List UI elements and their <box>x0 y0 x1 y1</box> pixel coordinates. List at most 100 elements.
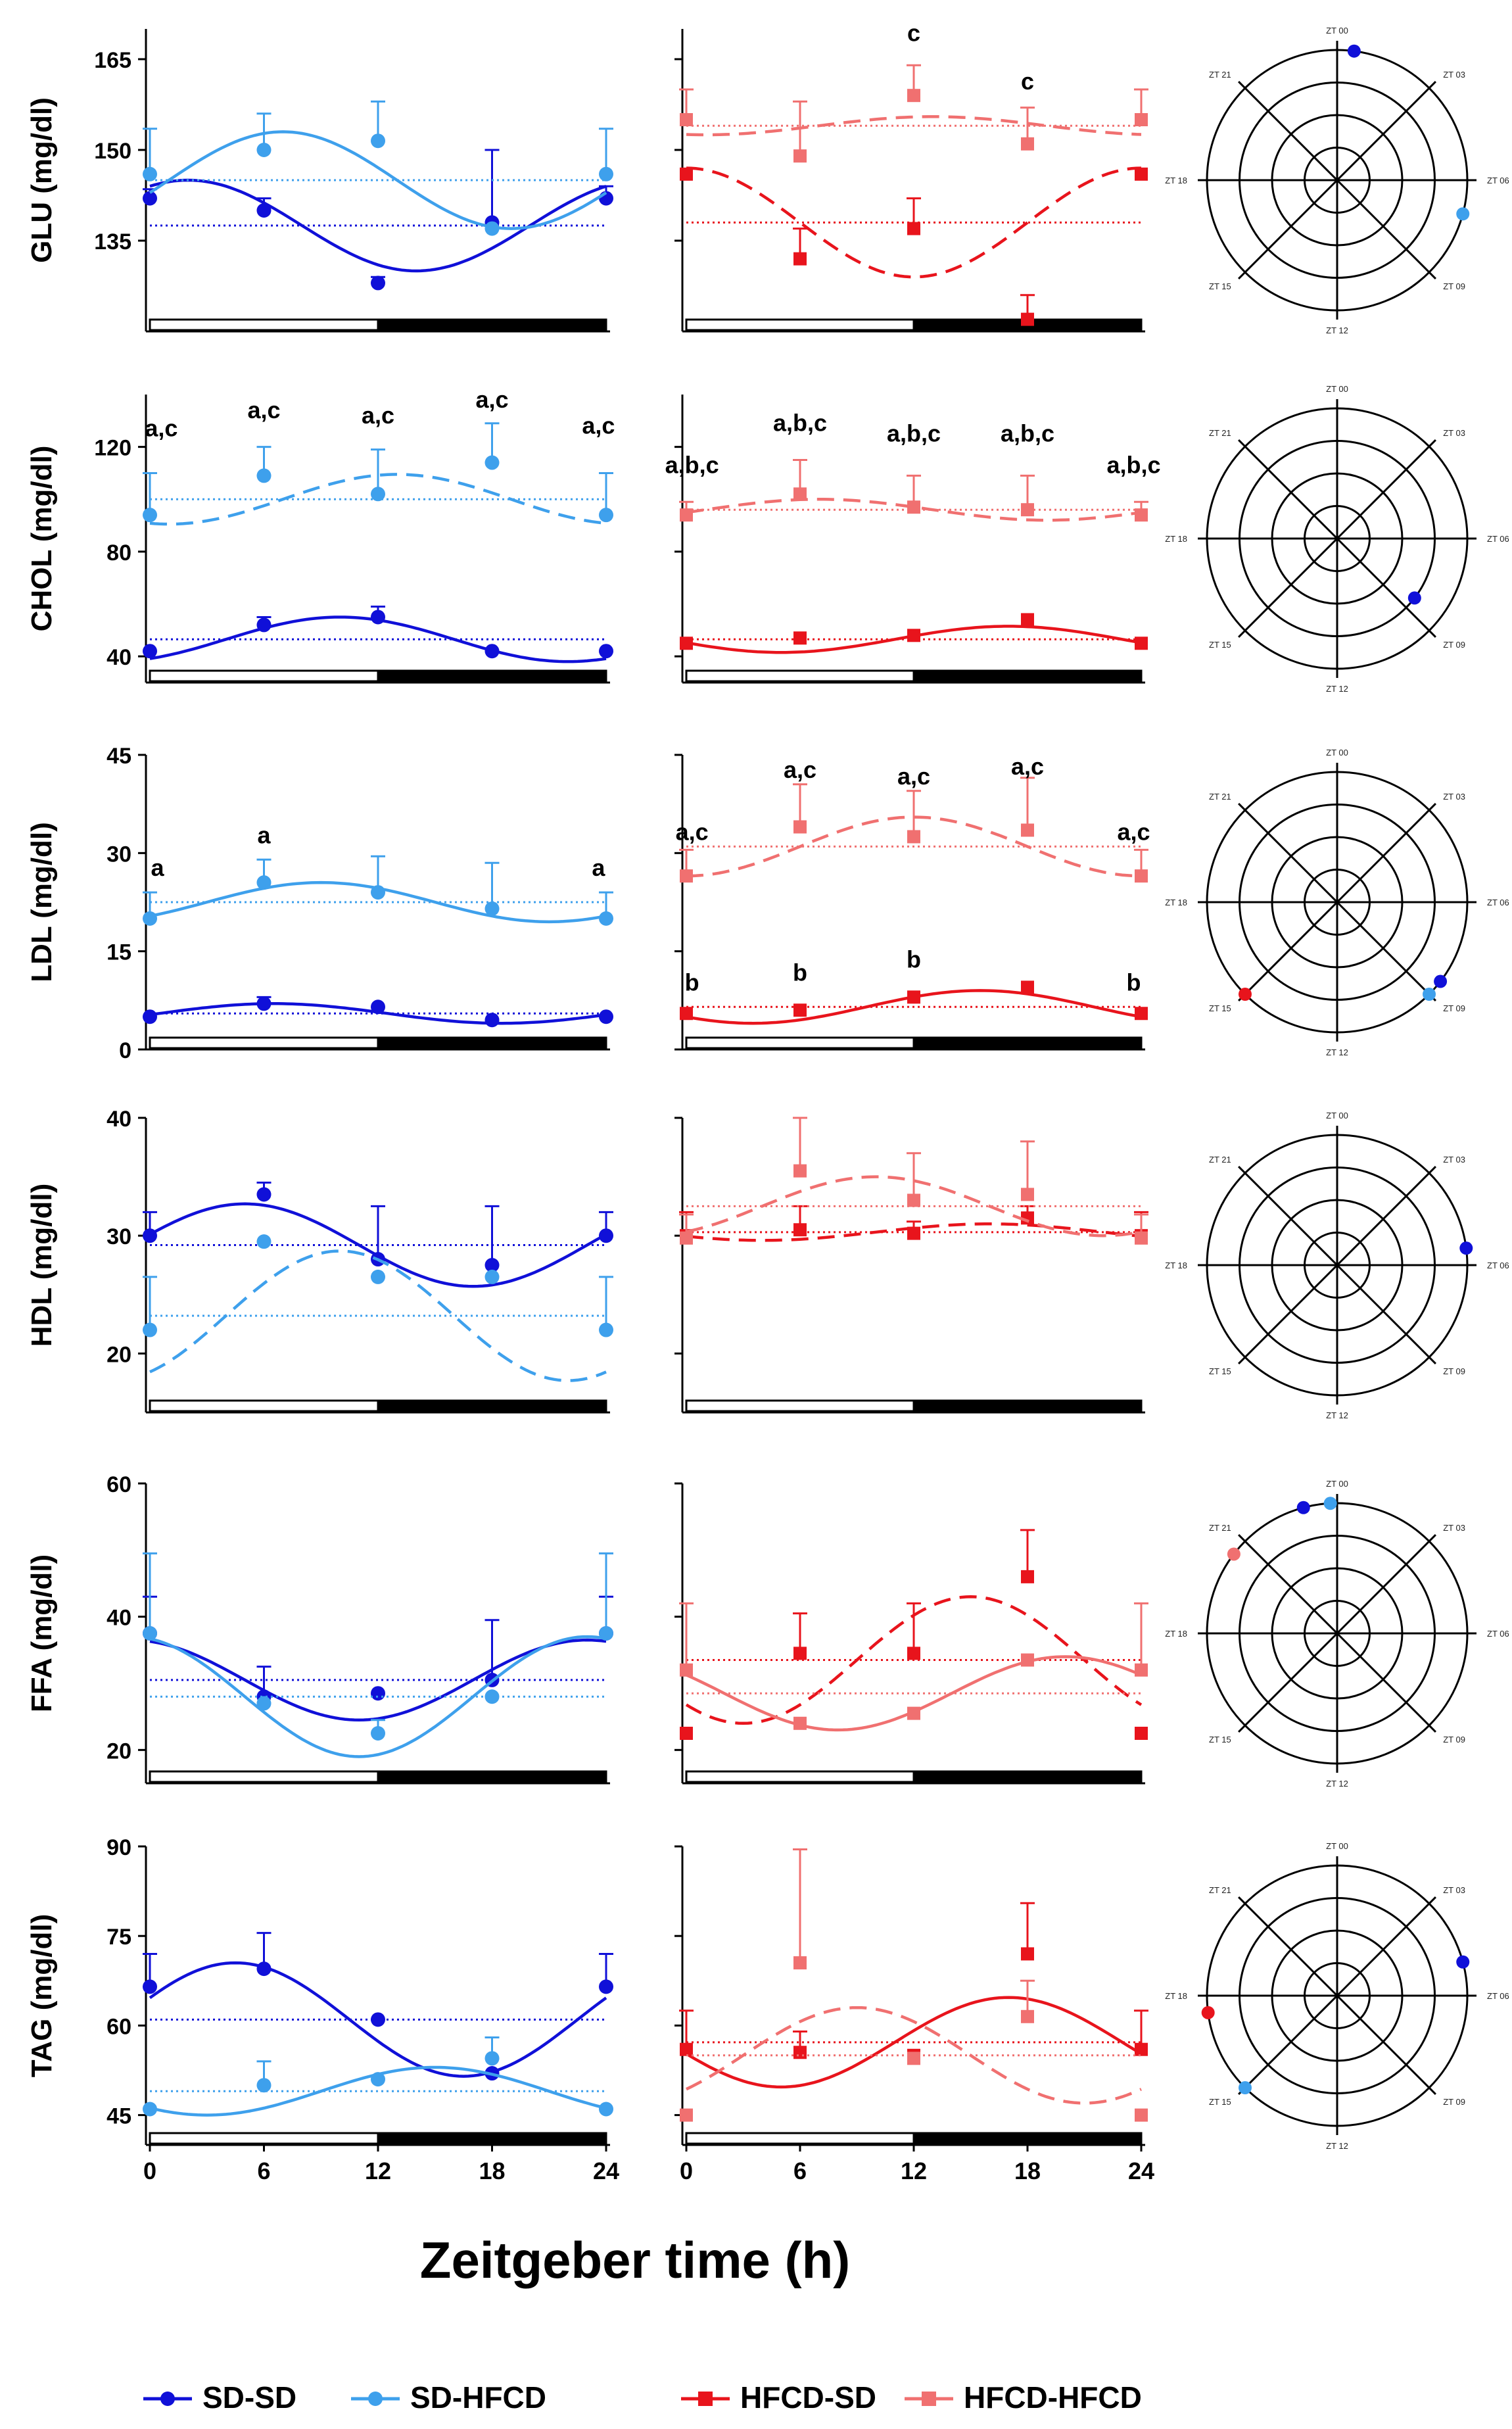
significance-label: a,c <box>145 415 177 442</box>
hfcd-mothers-panel: a,b,c a,b,c a,b,c a,b,c a,b,c <box>665 395 1160 684</box>
legend-item-hfcd-hfcd: HFCD-HFCD <box>905 2380 1142 2415</box>
data-point <box>1021 137 1034 151</box>
sd-mothers-panel: 40 80 120 a,c a,c a,c a,c a,c <box>94 386 615 684</box>
clock-label: ZT 15 <box>1209 640 1231 650</box>
dark-phase-bar <box>912 1399 1143 1412</box>
clock-spoke <box>1336 439 1436 540</box>
data-point <box>680 2108 693 2122</box>
series-hfcd-sd <box>680 613 1148 654</box>
dark-phase-bar <box>912 1770 1143 1783</box>
clock-label: ZT 18 <box>1165 1261 1187 1270</box>
y-axis-title: LDL (mg/dl) <box>26 822 58 982</box>
data-point <box>907 629 920 642</box>
dark-phase-bar <box>377 1036 607 1049</box>
sd-mothers-panel: 20 30 40 <box>106 1107 613 1414</box>
data-point <box>1135 637 1148 650</box>
data-point <box>1135 2042 1148 2056</box>
data-point <box>793 820 807 834</box>
data-point <box>143 508 157 523</box>
data-point <box>1021 2009 1034 2023</box>
significance-label: a,c <box>897 763 930 790</box>
clock-spoke <box>1238 81 1338 181</box>
legend-label: SD-SD <box>202 2380 296 2415</box>
data-point <box>680 113 693 126</box>
acrophase-point <box>1238 988 1252 1001</box>
data-point <box>793 1647 807 1660</box>
significance-label: a,c <box>362 402 394 429</box>
legend-marker <box>368 2392 383 2406</box>
data-point <box>793 149 807 163</box>
hfcd-mothers-panel: a,c a,c a,c a,c a,c b b b b <box>674 753 1150 1051</box>
data-point <box>484 1689 500 1704</box>
y-tick-label: 30 <box>106 842 131 867</box>
data-point <box>680 637 693 650</box>
series-hfcd-hfcd <box>679 1602 1148 1732</box>
dark-phase-bar <box>912 2132 1143 2145</box>
y-tick-label: 75 <box>106 1925 131 1950</box>
data-point <box>599 1228 613 1243</box>
data-point <box>1021 1947 1034 1961</box>
data-point <box>256 617 272 633</box>
data-point <box>1021 823 1034 837</box>
clock-spoke <box>1238 1534 1338 1635</box>
dark-phase-bar <box>377 1399 607 1412</box>
clock-spoke <box>1238 803 1338 903</box>
data-point <box>599 1009 613 1024</box>
clock-spoke <box>1238 1632 1338 1733</box>
data-point <box>256 996 272 1011</box>
data-point <box>371 999 385 1015</box>
data-point <box>1021 613 1034 627</box>
legend-marker <box>160 2392 175 2406</box>
sd-mothers-panel: 45 60 75 90 0 6 12 18 24 <box>106 1835 619 2184</box>
clock-label: ZT 03 <box>1443 428 1465 438</box>
sd-mothers-panel: 0 15 30 45 a a a <box>106 744 613 1063</box>
data-point <box>371 276 385 291</box>
significance-label: c <box>1021 68 1034 95</box>
data-point <box>484 455 500 470</box>
significance-label: a,b,c <box>1106 451 1160 478</box>
data-point <box>793 1956 807 1970</box>
y-tick-label: 60 <box>106 2014 131 2039</box>
data-point <box>371 885 385 900</box>
data-point <box>907 1193 920 1207</box>
series-sd-sd <box>143 1932 613 2081</box>
light-phase-bar <box>685 2132 915 2145</box>
x-tick-label: 24 <box>593 2157 619 2184</box>
clock-label: ZT 09 <box>1443 1735 1465 1744</box>
legend-item-sd-hfcd: SD-HFCD <box>351 2380 546 2415</box>
clock-label: ZT 00 <box>1326 1111 1348 1120</box>
clock-label: ZT 06 <box>1487 534 1509 544</box>
clock-label: ZT 15 <box>1209 1735 1231 1744</box>
data-point <box>484 221 500 236</box>
fit-curve <box>149 1635 607 1758</box>
acrophase-point <box>1423 988 1436 1001</box>
x-tick-label: 0 <box>680 2157 693 2184</box>
data-point <box>599 166 613 181</box>
series-sd-sd <box>143 1182 613 1288</box>
data-point <box>907 830 920 844</box>
light-phase-bar <box>149 1036 379 1049</box>
clock-label: ZT 15 <box>1209 1366 1231 1376</box>
data-point <box>256 203 272 218</box>
data-point <box>143 191 157 206</box>
light-phase-bar <box>685 669 915 683</box>
fit-curve <box>149 1638 607 1721</box>
acrophase-clock: ZT 00 ZT 03 ZT 06 ZT 09 ZT 12 ZT 15 ZT 18 ZT 21 <box>1165 1479 1509 1789</box>
clock-label: ZT 12 <box>1326 1779 1348 1789</box>
y-tick-label: 45 <box>106 2104 131 2129</box>
light-phase-bar <box>685 318 915 331</box>
y-axis-title: GLU (mg/dl) <box>26 97 58 263</box>
clock-label: ZT 12 <box>1326 684 1348 694</box>
acrophase-point <box>1456 207 1470 221</box>
data-point <box>256 468 272 483</box>
acrophase-clock: ZT 00 ZT 03 ZT 06 ZT 09 ZT 12 ZT 15 ZT 18 ZT 21 <box>1165 1841 1509 2151</box>
data-point <box>680 1663 693 1677</box>
series-hfcd-hfcd <box>679 459 1148 522</box>
significance-label: a <box>151 854 165 881</box>
legend-marker <box>698 2392 713 2406</box>
legend-label: HFCD-HFCD <box>964 2380 1142 2415</box>
clock-spoke <box>1336 1994 1436 2095</box>
significance-label: b <box>793 959 807 986</box>
light-phase-bar <box>149 1399 379 1412</box>
data-point <box>143 1979 157 1994</box>
